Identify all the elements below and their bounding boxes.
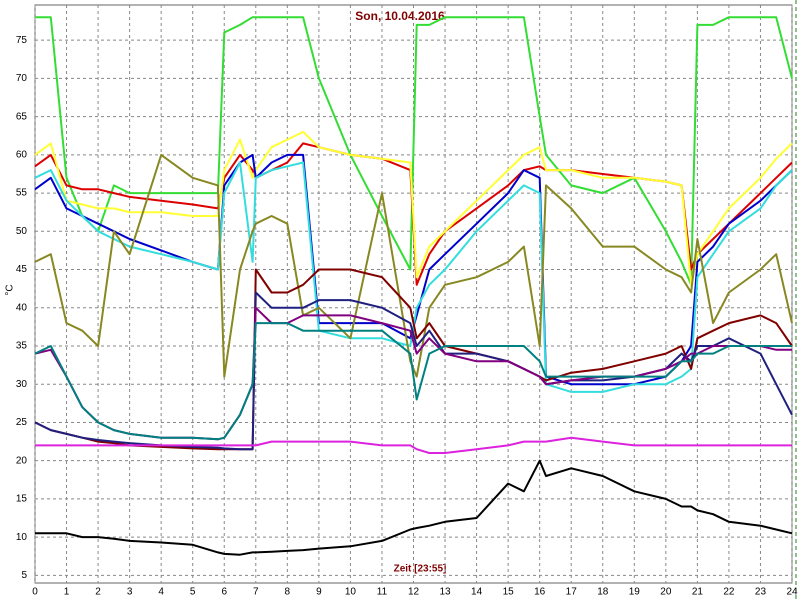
x-tick-label: 16: [534, 587, 546, 598]
y-tick-label: 65: [16, 111, 28, 122]
x-tick-label: 22: [723, 587, 735, 598]
y-tick-label: 60: [16, 149, 28, 160]
y-tick-label: 15: [16, 494, 28, 505]
x-tick-label: 13: [439, 587, 451, 598]
y-tick-label: 20: [16, 455, 28, 466]
x-tick-label: 17: [566, 587, 578, 598]
y-tick-label: 25: [16, 417, 28, 428]
x-tick-label: 7: [253, 587, 259, 598]
y-tick-label: 35: [16, 341, 28, 352]
x-tick-label: 5: [190, 587, 196, 598]
x-tick-label: 3: [127, 587, 133, 598]
x-tick-label: 8: [285, 587, 291, 598]
x-tick-label: 9: [316, 587, 322, 598]
chart-title: Son, 10.04.2016: [355, 9, 445, 23]
x-tick-label: 24: [786, 587, 798, 598]
x-tick-label: 2: [95, 587, 101, 598]
series-line: [34, 161, 793, 393]
y-tick-label: 70: [16, 73, 28, 84]
x-tick-label: 14: [471, 587, 483, 598]
x-tick-label: 20: [660, 587, 672, 598]
x-tick-label: 12: [408, 587, 420, 598]
x-tick-label: 19: [629, 587, 641, 598]
y-tick-label: 10: [16, 532, 28, 543]
series-line: [35, 16, 793, 286]
series-line: [35, 459, 793, 556]
x-tick-label: 6: [221, 587, 227, 598]
series-line: [34, 130, 793, 286]
y-tick-label: 50: [16, 226, 28, 237]
y-tick-label: 30: [16, 379, 28, 390]
x-tick-label: 1: [64, 587, 70, 598]
x-axis-label: Zeit [23:55]: [394, 564, 447, 575]
x-tick-label: 10: [345, 587, 357, 598]
series-line: [35, 436, 792, 454]
y-axis-label: °C: [5, 284, 16, 295]
x-tick-label: 18: [597, 587, 609, 598]
x-tick-label: 4: [158, 587, 164, 598]
y-tick-label: 55: [16, 188, 28, 199]
y-tick-label: 40: [16, 302, 28, 313]
series-line: [34, 322, 792, 441]
x-tick-label: 23: [755, 587, 767, 598]
x-tick-label: 0: [32, 587, 38, 598]
series-line: [34, 153, 793, 378]
x-tick-label: 11: [377, 587, 388, 598]
y-tick-label: 75: [16, 35, 28, 46]
y-tick-label: 45: [16, 264, 28, 275]
y-tick-label: 5: [21, 570, 27, 581]
x-tick-label: 21: [692, 587, 704, 598]
x-tick-label: 15: [503, 587, 515, 598]
